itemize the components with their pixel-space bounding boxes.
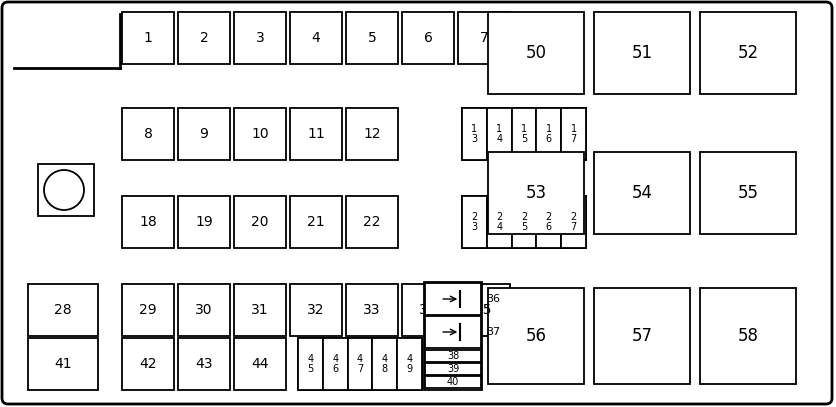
Text: 7: 7 bbox=[480, 31, 488, 45]
Bar bbox=[512, 196, 537, 248]
Bar bbox=[458, 284, 510, 336]
Bar bbox=[298, 338, 323, 390]
Bar bbox=[594, 288, 690, 384]
Bar bbox=[561, 108, 586, 160]
Bar bbox=[234, 284, 286, 336]
Text: 58: 58 bbox=[737, 327, 758, 345]
Bar bbox=[537, 196, 561, 248]
Text: 40: 40 bbox=[447, 377, 459, 387]
Bar bbox=[28, 284, 98, 336]
Text: 39: 39 bbox=[447, 364, 459, 374]
Bar bbox=[234, 196, 286, 248]
Bar bbox=[561, 196, 586, 248]
Bar bbox=[402, 284, 454, 336]
Bar bbox=[8, 8, 122, 68]
Text: 10: 10 bbox=[251, 127, 269, 141]
Bar bbox=[28, 338, 98, 390]
Bar bbox=[234, 12, 286, 64]
Bar bbox=[488, 12, 584, 94]
Bar bbox=[425, 350, 481, 362]
Text: 12: 12 bbox=[363, 127, 381, 141]
Bar bbox=[122, 196, 174, 248]
Text: 4
5: 4 5 bbox=[308, 354, 314, 374]
Text: 4
7: 4 7 bbox=[357, 354, 363, 374]
Bar bbox=[178, 108, 230, 160]
Text: 37: 37 bbox=[486, 327, 500, 337]
Bar bbox=[346, 108, 398, 160]
Text: 35: 35 bbox=[475, 303, 492, 317]
Text: 30: 30 bbox=[196, 303, 212, 317]
Text: 1
3: 1 3 bbox=[472, 124, 477, 144]
Text: 20: 20 bbox=[252, 215, 268, 229]
Bar bbox=[488, 288, 584, 384]
Text: 42: 42 bbox=[140, 357, 157, 371]
Text: 4
9: 4 9 bbox=[406, 354, 413, 374]
Text: 8: 8 bbox=[144, 127, 152, 141]
Text: 34: 34 bbox=[419, 303, 436, 317]
Bar bbox=[425, 376, 481, 388]
Bar bbox=[488, 152, 584, 234]
Bar bbox=[512, 108, 537, 160]
Text: 55: 55 bbox=[737, 184, 758, 202]
Text: 2
5: 2 5 bbox=[521, 212, 528, 232]
Text: 3: 3 bbox=[256, 31, 264, 45]
Text: 9: 9 bbox=[200, 127, 208, 141]
Text: 6: 6 bbox=[424, 31, 432, 45]
Bar bbox=[38, 164, 94, 216]
Text: 18: 18 bbox=[139, 215, 157, 229]
Bar bbox=[458, 12, 510, 64]
Bar bbox=[594, 152, 690, 234]
Bar bbox=[234, 338, 286, 390]
Text: 31: 31 bbox=[251, 303, 269, 317]
Bar bbox=[462, 108, 586, 160]
Bar bbox=[346, 284, 398, 336]
Bar bbox=[487, 108, 512, 160]
Text: 21: 21 bbox=[307, 215, 325, 229]
Text: 57: 57 bbox=[631, 327, 653, 345]
Text: 1
6: 1 6 bbox=[546, 124, 552, 144]
Text: 53: 53 bbox=[526, 184, 547, 202]
Bar bbox=[346, 12, 398, 64]
Text: 44: 44 bbox=[252, 357, 268, 371]
Bar bbox=[700, 152, 796, 234]
Text: 1: 1 bbox=[144, 31, 152, 45]
Bar bbox=[537, 108, 561, 160]
Bar bbox=[346, 196, 398, 248]
Text: 4
6: 4 6 bbox=[332, 354, 339, 374]
Text: 29: 29 bbox=[139, 303, 157, 317]
Text: 4: 4 bbox=[312, 31, 320, 45]
Bar bbox=[402, 12, 454, 64]
Bar bbox=[348, 338, 372, 390]
Text: 41: 41 bbox=[54, 357, 72, 371]
Bar bbox=[323, 338, 348, 390]
Bar bbox=[122, 108, 174, 160]
Text: 33: 33 bbox=[364, 303, 380, 317]
Text: 1
4: 1 4 bbox=[496, 124, 502, 144]
Text: 5: 5 bbox=[368, 31, 376, 45]
Bar bbox=[462, 196, 487, 248]
Text: 22: 22 bbox=[364, 215, 380, 229]
Bar bbox=[122, 12, 174, 64]
Text: 51: 51 bbox=[631, 44, 653, 62]
Bar bbox=[424, 282, 482, 390]
Text: 56: 56 bbox=[526, 327, 547, 345]
Bar bbox=[425, 283, 481, 315]
Bar bbox=[594, 12, 690, 94]
Text: 43: 43 bbox=[196, 357, 212, 371]
Text: 2
6: 2 6 bbox=[546, 212, 552, 232]
Bar bbox=[372, 338, 397, 390]
Bar bbox=[234, 108, 286, 160]
Text: 32: 32 bbox=[308, 303, 324, 317]
Text: 54: 54 bbox=[631, 184, 653, 202]
Bar bbox=[298, 338, 422, 390]
Text: 38: 38 bbox=[447, 351, 459, 361]
Bar bbox=[700, 288, 796, 384]
Bar bbox=[178, 12, 230, 64]
Bar bbox=[122, 284, 174, 336]
Bar bbox=[700, 12, 796, 94]
Text: 1
5: 1 5 bbox=[521, 124, 528, 144]
Bar bbox=[178, 196, 230, 248]
Bar bbox=[178, 284, 230, 336]
Text: 50: 50 bbox=[526, 44, 547, 62]
